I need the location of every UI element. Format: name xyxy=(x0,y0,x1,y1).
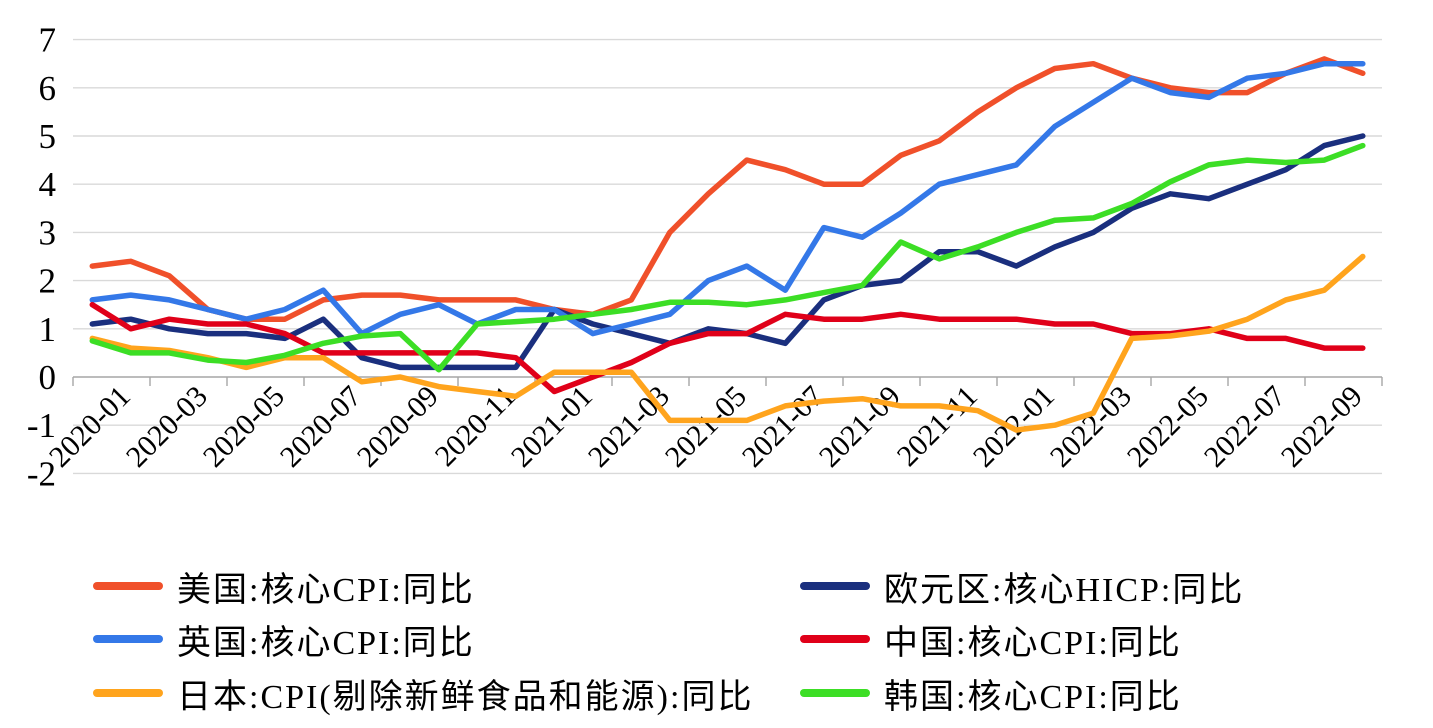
x-axis-label: 2020-07 xyxy=(274,380,368,474)
y-axis-label: 5 xyxy=(39,117,57,156)
x-axis-label: 2021-07 xyxy=(736,380,830,474)
legend-label: 韩国:核心CPI:同比 xyxy=(884,678,1182,716)
legend-label: 日本:CPI(剔除新鲜食品和能源):同比 xyxy=(177,678,754,716)
legend-swatch xyxy=(800,689,870,697)
x-axis-label: 2020-03 xyxy=(120,380,214,474)
y-axis-label: -2 xyxy=(27,454,56,493)
y-axis-label: 4 xyxy=(39,165,57,204)
legend-item: 英国:核心CPI:同比 xyxy=(93,621,475,662)
x-axis-label: 2022-07 xyxy=(1198,380,1292,474)
legend-item: 欧元区:核心HICP:同比 xyxy=(800,568,1244,609)
legend-item: 日本:CPI(剔除新鲜食品和能源):同比 xyxy=(93,675,753,716)
series-line-4 xyxy=(89,253,1366,433)
legend-item: 美国:核心CPI:同比 xyxy=(93,568,475,609)
cpi-line-chart-canvas: 7 6 5 4 3 2 1 0 -1 -22020-012020-032020-052020-07… xyxy=(27,21,1383,493)
series-line-3 xyxy=(89,301,1366,395)
x-axis-label: 2021-03 xyxy=(582,380,676,474)
legend-swatch xyxy=(93,689,163,697)
legend-label: 欧元区:核心HICP:同比 xyxy=(884,571,1245,609)
chart-legend: 美国:核心CPI:同比 英国:核心CPI:同比日本:CPI(剔除新鲜食品和能源):… xyxy=(0,540,1433,728)
y-axis-label: -1 xyxy=(27,406,56,445)
y-axis-label: 6 xyxy=(39,69,57,108)
legend-swatch xyxy=(93,582,163,590)
y-axis-label: 1 xyxy=(39,310,57,349)
y-axis-label: 3 xyxy=(39,213,57,252)
legend-swatch xyxy=(800,582,870,590)
x-axis-label: 2021-09 xyxy=(813,380,907,474)
x-axis-label: 2020-09 xyxy=(351,380,445,474)
y-axis-label: 7 xyxy=(39,21,57,60)
legend-swatch xyxy=(800,635,870,643)
legend-swatch xyxy=(93,635,163,643)
legend-label: 中国:核心CPI:同比 xyxy=(884,624,1182,662)
legend-label: 美国:核心CPI:同比 xyxy=(177,571,475,609)
x-axis-label: 2020-05 xyxy=(197,380,291,474)
x-axis-label: 2020-01 xyxy=(43,380,137,474)
y-axis-label: 0 xyxy=(39,358,57,397)
x-axis-label: 2021-11 xyxy=(891,380,984,473)
series-line-2 xyxy=(89,60,1366,337)
legend-item: 中国:核心CPI:同比 xyxy=(800,621,1182,662)
legend-label: 英国:核心CPI:同比 xyxy=(177,624,475,662)
x-axis-label: 2022-05 xyxy=(1121,380,1215,474)
x-axis-label: 2022-09 xyxy=(1275,380,1369,474)
legend-item: 韩国:核心CPI:同比 xyxy=(800,675,1182,716)
series-line-5 xyxy=(89,142,1366,373)
y-axis-label: 2 xyxy=(39,262,57,301)
x-axis-label: 2021-05 xyxy=(659,380,753,474)
cpi-line-chart: 7 6 5 4 3 2 1 0 -1 -2 2020-01 2020-03 2020-05 2020-07… xyxy=(27,21,1383,493)
